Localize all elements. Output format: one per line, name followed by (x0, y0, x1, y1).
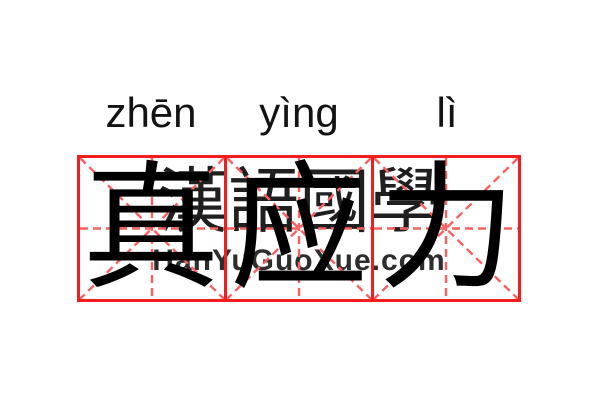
practice-grid-cell-2 (224, 158, 371, 299)
practice-grid-cell-1 (80, 158, 224, 299)
mi-grid-guides (227, 158, 371, 299)
diagonal-guide-line (374, 158, 518, 299)
practice-grid-cell-3 (371, 158, 518, 299)
pinyin-row: zhēn yìng lì (77, 88, 521, 138)
diagonal-guide-line (80, 158, 224, 299)
diagonal-guide-line (374, 158, 518, 299)
diagonal-guide-line (227, 158, 371, 299)
mi-grid-guides (80, 158, 224, 299)
diagonal-guide-line (80, 158, 224, 299)
practice-grid (77, 155, 521, 302)
pinyin-syllable-2: yìng (259, 89, 339, 136)
pinyin-syllable-1: zhēn (105, 89, 197, 136)
diagonal-guide-line (227, 158, 371, 299)
pinyin-syllable-3: lì (436, 89, 458, 136)
mi-grid-guides (374, 158, 518, 299)
